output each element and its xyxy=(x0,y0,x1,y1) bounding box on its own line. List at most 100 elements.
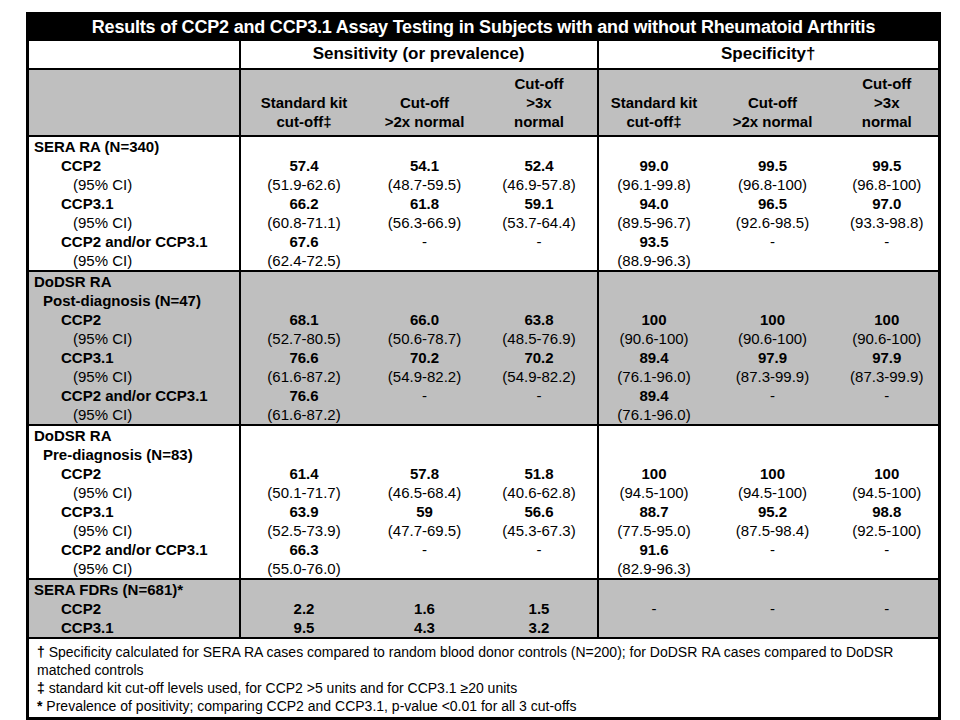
column-header-standard-kit-spec: Standard kit cut-off‡ xyxy=(598,69,710,136)
value-cell: 93.5 xyxy=(598,232,710,251)
value-cell xyxy=(836,251,940,271)
value-cell: 54.1 xyxy=(368,156,482,175)
table-row: (95% CI)(50.1-71.7)(46.5-68.4)(40.6-62.8… xyxy=(28,483,940,502)
value-cell xyxy=(836,445,940,464)
value-cell: 96.5 xyxy=(710,194,836,213)
value-cell: (52.7-80.5) xyxy=(240,329,368,348)
value-cell: 2.2 xyxy=(240,599,368,618)
table-row: (95% CI)(61.6-87.2)(54.9-82.2)(54.9-82.2… xyxy=(28,367,940,386)
value-cell: (90.6-100) xyxy=(598,329,710,348)
value-cell: 66.0 xyxy=(368,310,482,329)
value-cell xyxy=(482,251,598,271)
value-cell xyxy=(482,579,598,599)
value-cell: (76.1-96.0) xyxy=(598,405,710,425)
value-cell: 100 xyxy=(836,310,940,329)
value-cell xyxy=(836,291,940,310)
row-label: SERA FDRs (N=681)* xyxy=(28,579,240,599)
value-cell xyxy=(598,579,710,599)
value-cell: (77.5-95.0) xyxy=(598,521,710,540)
value-cell: 97.0 xyxy=(836,194,940,213)
value-cell: - xyxy=(482,540,598,559)
table-row: (95% CI)(61.6-87.2) (76.1-96.0) xyxy=(28,405,940,425)
value-cell: (60.8-71.1) xyxy=(240,213,368,232)
value-cell: (90.6-100) xyxy=(710,329,836,348)
value-cell xyxy=(368,405,482,425)
value-cell xyxy=(710,251,836,271)
value-cell xyxy=(710,445,836,464)
table-row: (95% CI)(52.7-80.5)(50.6-78.7)(48.5-76.9… xyxy=(28,329,940,348)
column-header-cutoff-3x-sens: Cut-off >3x normal xyxy=(482,69,598,136)
value-cell: - xyxy=(836,232,940,251)
value-cell: - xyxy=(710,599,836,618)
value-cell: 97.9 xyxy=(836,348,940,367)
value-cell: - xyxy=(482,232,598,251)
value-cell: - xyxy=(836,599,940,618)
row-label: Post-diagnosis (N=47) xyxy=(28,291,240,310)
value-cell: (45.3-67.3) xyxy=(482,521,598,540)
row-label: (95% CI) xyxy=(28,405,240,425)
value-cell xyxy=(240,291,368,310)
value-cell xyxy=(836,405,940,425)
row-label: CCP3.1 xyxy=(28,348,240,367)
column-header-specificity: Specificity† xyxy=(598,41,940,69)
value-cell xyxy=(240,579,368,599)
value-cell xyxy=(482,291,598,310)
row-label: (95% CI) xyxy=(28,213,240,232)
value-cell: 97.9 xyxy=(710,348,836,367)
row-label: (95% CI) xyxy=(28,329,240,348)
value-cell: 57.8 xyxy=(368,464,482,483)
value-cell: 99.5 xyxy=(836,156,940,175)
value-cell: (94.5-100) xyxy=(710,483,836,502)
value-cell: 3.2 xyxy=(482,618,598,638)
value-cell: (61.6-87.2) xyxy=(240,405,368,425)
value-cell xyxy=(240,271,368,291)
value-cell xyxy=(836,618,940,638)
footnotes: † Specificity calculated for SERA RA cas… xyxy=(28,638,940,719)
value-cell: 89.4 xyxy=(598,348,710,367)
value-cell: 100 xyxy=(710,310,836,329)
value-cell: (62.4-72.5) xyxy=(240,251,368,271)
value-cell: - xyxy=(836,540,940,559)
value-cell: 4.3 xyxy=(368,618,482,638)
value-cell: (52.5-73.9) xyxy=(240,521,368,540)
value-cell: 98.8 xyxy=(836,502,940,521)
table-row: (95% CI)(60.8-71.1)(56.3-66.9)(53.7-64.4… xyxy=(28,213,940,232)
value-cell: (90.6-100) xyxy=(836,329,940,348)
value-cell: (92.5-100) xyxy=(836,521,940,540)
footnote-text: Prevalence of positivity; comparing CCP2… xyxy=(46,698,576,714)
value-cell xyxy=(598,136,710,156)
value-cell xyxy=(598,271,710,291)
row-label: Pre-diagnosis (N=83) xyxy=(28,445,240,464)
value-cell: (55.0-76.0) xyxy=(240,559,368,579)
value-cell: 66.3 xyxy=(240,540,368,559)
value-cell: - xyxy=(368,540,482,559)
value-cell xyxy=(710,618,836,638)
value-cell: (54.9-82.2) xyxy=(482,367,598,386)
column-header-standard-kit-sens: Standard kit cut-off‡ xyxy=(240,69,368,136)
value-cell: (76.1-96.0) xyxy=(598,367,710,386)
corner-cell xyxy=(28,69,240,136)
value-cell: (87.3-99.9) xyxy=(836,367,940,386)
column-header-sensitivity: Sensitivity (or prevalence) xyxy=(240,41,598,69)
value-cell: - xyxy=(836,386,940,405)
row-label: CCP2 and/or CCP3.1 xyxy=(28,232,240,251)
value-cell: (96.1-99.8) xyxy=(598,175,710,194)
value-cell: 59.1 xyxy=(482,194,598,213)
value-cell: (96.8-100) xyxy=(836,175,940,194)
value-cell: (93.3-98.8) xyxy=(836,213,940,232)
table-row: (95% CI)(51.9-62.6)(48.7-59.5)(46.9-57.8… xyxy=(28,175,940,194)
value-cell xyxy=(482,136,598,156)
value-cell: (87.3-99.9) xyxy=(710,367,836,386)
value-cell: 66.2 xyxy=(240,194,368,213)
corner-cell xyxy=(28,41,240,69)
value-cell: 76.6 xyxy=(240,348,368,367)
value-cell: (47.7-69.5) xyxy=(368,521,482,540)
value-cell: (50.1-71.7) xyxy=(240,483,368,502)
footnote-text: standard kit cut-off levels used, for CC… xyxy=(49,680,518,696)
value-cell: 100 xyxy=(598,464,710,483)
value-cell xyxy=(710,425,836,445)
value-cell xyxy=(482,559,598,579)
value-cell xyxy=(368,251,482,271)
table-row: CCP257.454.152.499.099.599.5 xyxy=(28,156,940,175)
value-cell: (46.5-68.4) xyxy=(368,483,482,502)
